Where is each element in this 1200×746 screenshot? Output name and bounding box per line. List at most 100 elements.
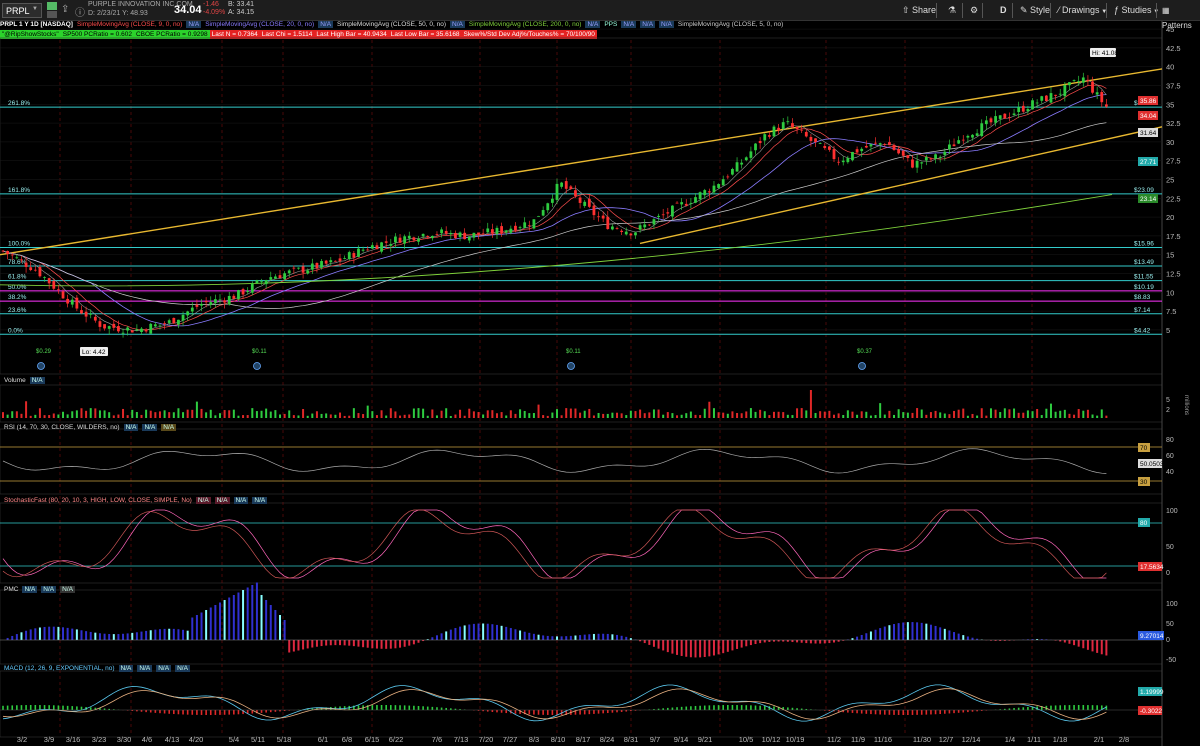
timeframe-button[interactable]: D — [1000, 5, 1007, 15]
hi-label-box — [1090, 48, 1116, 57]
volume-bar — [417, 408, 420, 418]
x-tick-label: 3/30 — [117, 735, 132, 744]
study-item[interactable]: SimpleMovingAvg (CLOSE, 5, 0, no) — [677, 21, 784, 28]
volume-bar — [269, 411, 272, 418]
volume-bar — [412, 408, 415, 418]
volume-bar — [851, 411, 854, 418]
study-item[interactable]: SimpleMovingAvg (CLOSE, 9, 0, no) — [76, 21, 183, 28]
study-item[interactable]: SimpleMovingAvg (CLOSE, 50, 0, no) — [337, 21, 447, 28]
x-tick-label: 5/11 — [251, 735, 265, 744]
candle-body — [860, 148, 864, 152]
moving-average-line — [2, 84, 1107, 331]
candle-body — [89, 313, 93, 315]
drawings-button[interactable]: ⁄ Drawings ▼ — [1054, 3, 1111, 18]
pmc-tick: 0 — [1166, 637, 1170, 644]
link-icon[interactable] — [47, 11, 57, 18]
symbol-input[interactable]: PRPL ▼ — [2, 3, 42, 18]
candle-body — [1095, 92, 1099, 95]
macd-label: MACD (12, 26, 9, EXPONENTIAL, no) N/A N/A N… — [4, 665, 194, 673]
candle-body — [158, 324, 162, 326]
x-tick-label: 4/6 — [142, 735, 152, 744]
stoch-title: StochasticFast (80, 20, 10, 3, HIGH, LOW… — [4, 497, 192, 504]
candle-body — [620, 230, 624, 233]
settings-icon[interactable]: ⚙ — [970, 5, 979, 15]
candle-body — [454, 232, 457, 239]
candle-body — [777, 127, 780, 131]
volume-bar — [422, 408, 425, 418]
date-info: D: 2/23/21 Y: 48.93 — [88, 10, 148, 17]
candle-body — [347, 252, 351, 260]
ask-value: A: 34.15 — [228, 9, 255, 16]
candle-body — [897, 149, 901, 154]
flag-icon[interactable] — [47, 2, 57, 10]
y-tick-label: 20 — [1166, 213, 1174, 222]
volume-bar — [542, 415, 545, 418]
volume-bar — [560, 415, 563, 418]
price-labels: Hi: 41.08 Lo: 4.42 $0.29 $0.11 $0.11 $0.37 35.… — [36, 48, 1158, 370]
x-tick-label: 7/6 — [432, 735, 442, 744]
study-item[interactable]: SimpleMovingAvg (CLOSE, 200, 0, no) — [468, 21, 582, 28]
pmc-label: PMC N/A N/A N/A — [4, 586, 79, 594]
share-button[interactable]: ⇧ Share — [898, 3, 940, 18]
candle-body — [661, 214, 665, 216]
price-tag — [1138, 194, 1158, 203]
price-tag — [1138, 157, 1158, 166]
volume-bar — [929, 412, 932, 418]
volume-bar — [934, 410, 937, 418]
volume-bar — [408, 414, 411, 418]
earnings-icon — [858, 362, 866, 370]
patterns-button[interactable]: ▦ Patterns — [1158, 3, 1200, 30]
candle-body — [574, 190, 577, 196]
rsi-tick: 40 — [1166, 469, 1174, 476]
fib-value: $13.49 — [1134, 259, 1154, 266]
x-tick-label: 8/24 — [600, 735, 615, 744]
candle-body — [971, 134, 974, 138]
candle-body — [29, 267, 33, 271]
x-tick-label: 10/19 — [786, 735, 805, 744]
x-tick-label: 8/31 — [624, 735, 639, 744]
volume-bars: 5 2 millions — [2, 390, 1189, 418]
candle-body — [227, 295, 231, 305]
last-price: 34.04 — [174, 4, 202, 16]
candle-body — [680, 202, 684, 205]
price-tag-text: 23.14 — [1140, 196, 1157, 203]
candle-body — [518, 227, 522, 229]
x-tick-label: 1/18 — [1053, 735, 1068, 744]
style-button[interactable]: ✎ Style — [1016, 3, 1054, 18]
volume-bar — [1008, 409, 1011, 418]
flask-icon[interactable]: ⚗ — [948, 5, 957, 15]
volume-bar — [994, 409, 997, 418]
volume-bar — [583, 410, 586, 418]
candle-body — [6, 250, 10, 255]
candle-body — [666, 212, 670, 214]
rsi-tick: 80 — [1166, 437, 1174, 444]
y-tick-label: 27.5 — [1166, 157, 1181, 166]
candle-body — [915, 160, 919, 168]
candle-body — [1035, 102, 1039, 104]
volume-bar — [315, 411, 318, 418]
y-tick-label: 30 — [1166, 138, 1174, 147]
na-badge: N/A — [186, 21, 202, 28]
rsi-tick: 60 — [1166, 453, 1174, 460]
volume-bar — [260, 410, 263, 418]
candle-body — [786, 121, 790, 123]
candle-body — [514, 225, 517, 231]
volume-bar — [796, 408, 799, 418]
candle-body — [629, 233, 633, 236]
volume-bar — [500, 412, 503, 418]
study-item[interactable]: SimpleMovingAvg (CLOSE, 20, 0, no) — [205, 21, 315, 28]
volume-bar — [1026, 410, 1029, 418]
moving-average-line — [2, 122, 1107, 309]
volume-bar — [565, 408, 568, 418]
candle-body — [33, 269, 37, 271]
volume-bar — [1096, 415, 1099, 418]
volume-bar — [1100, 409, 1103, 418]
share-small-icon[interactable]: ⇪ — [61, 4, 70, 15]
company-name: PURPLE INNOVATION INC COM — [88, 1, 193, 8]
candle-body — [920, 162, 924, 164]
study-item[interactable]: PPS — [604, 21, 618, 28]
candle-body — [301, 266, 305, 273]
x-tick-label: 6/22 — [389, 735, 404, 744]
info-icon[interactable]: ⓘ — [75, 8, 85, 19]
